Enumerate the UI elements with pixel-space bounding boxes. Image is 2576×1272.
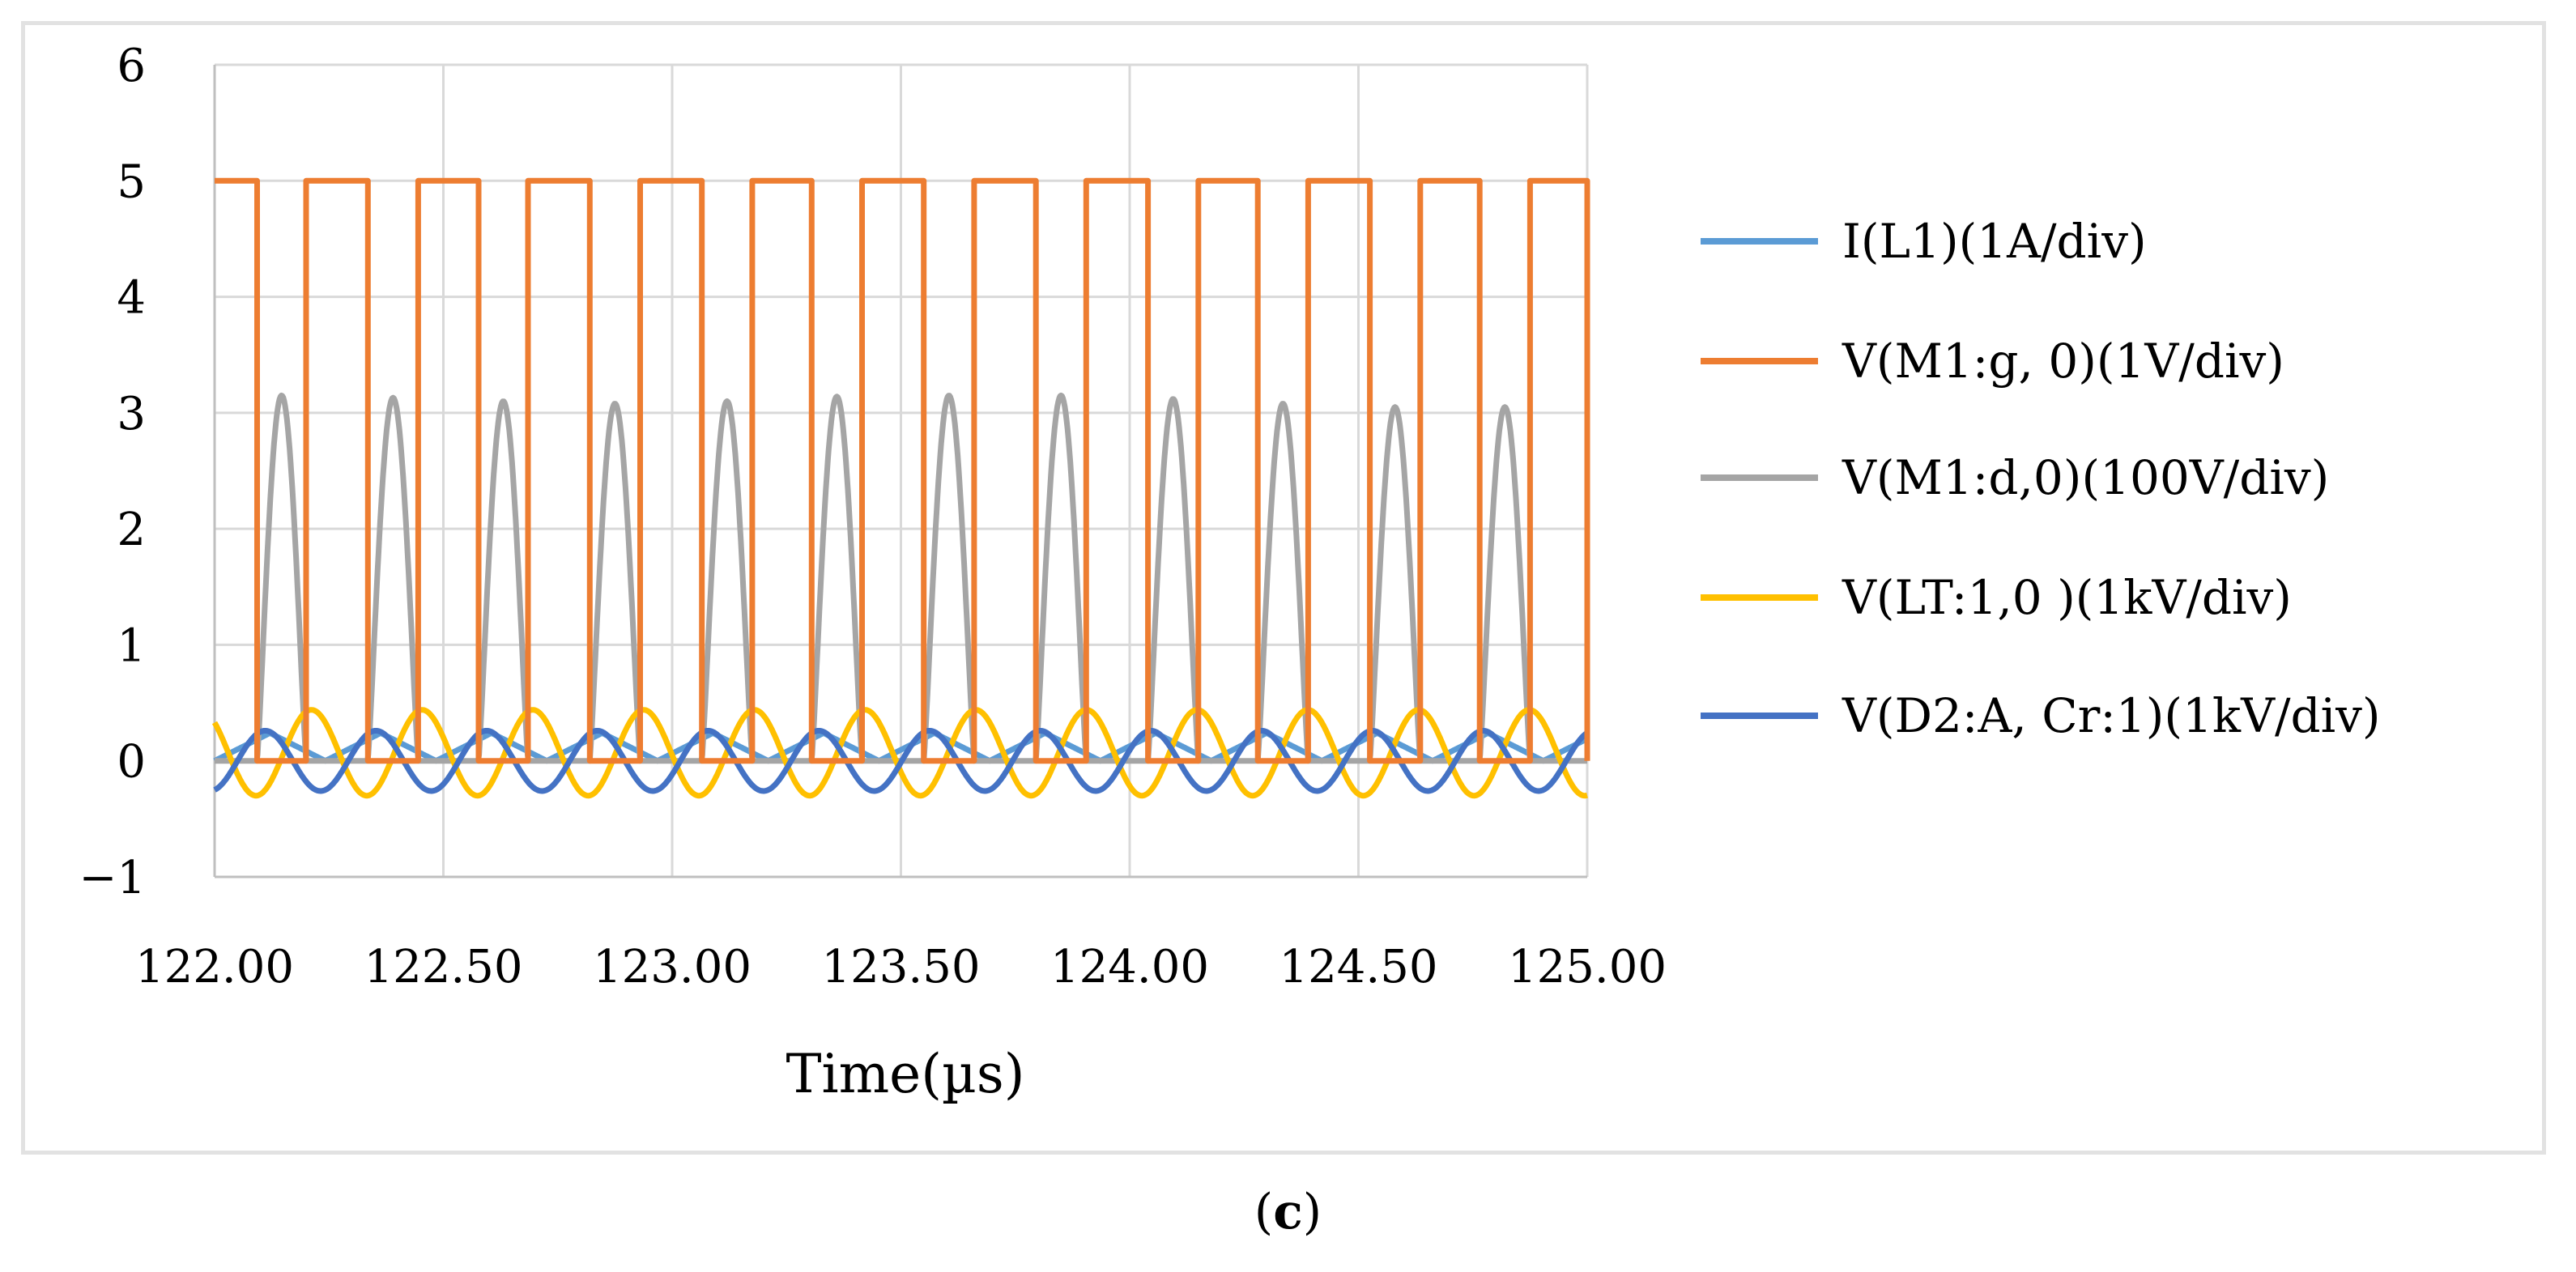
tick-labels: −1 0 1 2 3 4 5 6 122.00 122.50 123.00 123.50 124.00 1… [79, 40, 1667, 993]
caption-close-paren: ) [1302, 1184, 1322, 1240]
y-tick-label: 3 [117, 388, 146, 440]
legend-label: V(D2:A, Cr:1)(1kV/div) [1842, 688, 2381, 743]
figure-caption: (c) [0, 1184, 2576, 1240]
x-axis-label: Time(µs) [786, 1043, 1024, 1105]
y-tick-label: 6 [117, 40, 146, 92]
legend-label: V(M1:g, 0)(1V/div) [1842, 334, 2284, 389]
y-tick-label: 1 [117, 619, 146, 672]
x-tick-label: 124.00 [1050, 941, 1209, 993]
series-layer [211, 177, 1590, 799]
series-line [211, 707, 1590, 799]
series-line [215, 177, 1590, 764]
series-line [212, 728, 1590, 794]
chart-frame [21, 21, 2546, 1155]
x-tick-label: 122.50 [364, 941, 523, 993]
y-tick-label: 4 [117, 272, 146, 325]
caption-letter: c [1273, 1184, 1303, 1240]
legend-label: V(M1:d,0)(100V/div) [1842, 450, 2329, 505]
legend-label: V(LT:1,0 )(1kV/div) [1842, 570, 2292, 625]
legend-label: I(L1)(1A/div) [1842, 214, 2147, 269]
x-tick-label: 124.50 [1279, 941, 1438, 993]
y-tick-label: −1 [79, 852, 146, 904]
x-tick-label: 122.00 [135, 941, 294, 993]
legend: I(L1)(1A/div) V(M1:g, 0)(1V/div) V(M1:d,0)… [1701, 214, 2381, 743]
y-tick-label: 2 [117, 504, 146, 556]
caption-open-paren: ( [1254, 1184, 1274, 1240]
x-tick-label: 123.50 [822, 941, 981, 993]
y-tick-label: 0 [117, 736, 146, 789]
line-chart: −1 0 1 2 3 4 5 6 122.00 122.50 123.00 123.50 124.00 1… [79, 40, 2381, 1105]
y-tick-label: 5 [117, 155, 146, 208]
x-tick-label: 125.00 [1508, 941, 1667, 993]
x-tick-label: 123.00 [593, 941, 752, 993]
axes [213, 65, 1587, 878]
